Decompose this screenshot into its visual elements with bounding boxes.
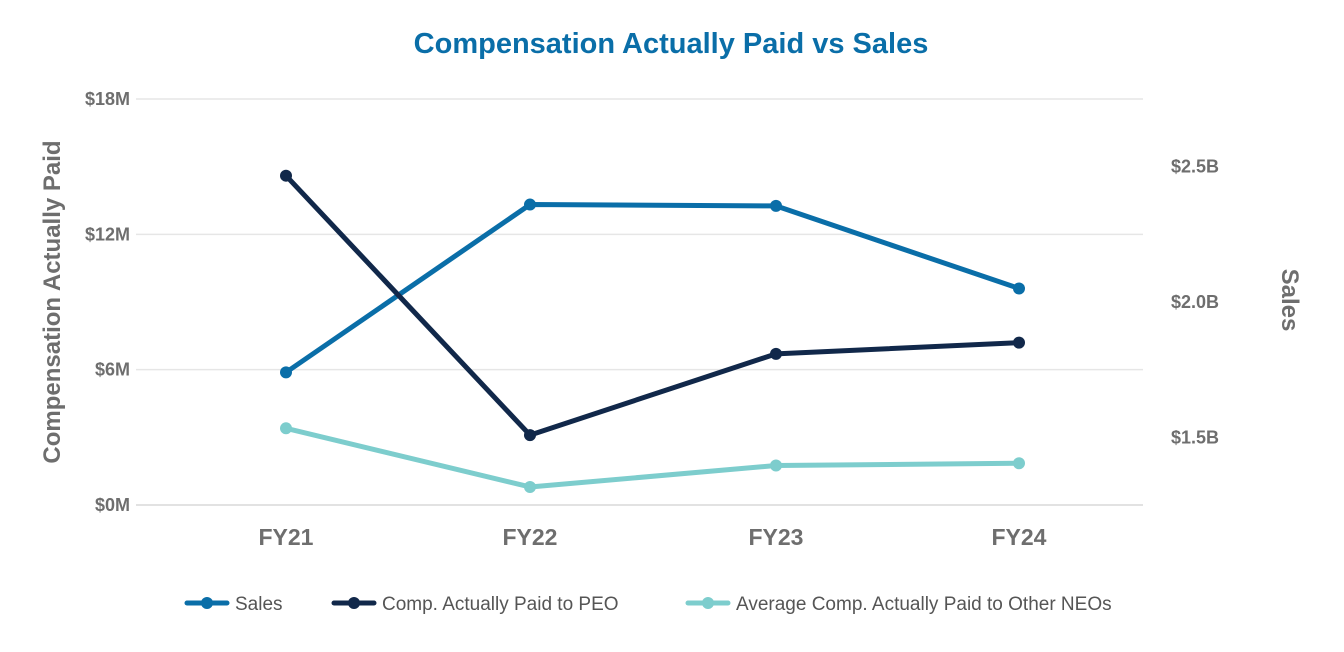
left-tick-label: $18M — [85, 89, 130, 109]
right-tick-label: $1.5B — [1171, 427, 1219, 447]
right-tick-label: $2.0B — [1171, 292, 1219, 312]
left-tick-label: $12M — [85, 224, 130, 244]
data-point — [524, 198, 536, 211]
data-point — [280, 366, 292, 379]
data-point — [280, 169, 292, 182]
data-point — [1013, 336, 1025, 349]
x-tick-label: FY21 — [259, 524, 314, 550]
data-point — [1013, 457, 1025, 470]
x-axis-ticks: FY21 FY22 FY23 FY24 — [259, 524, 1047, 550]
legend-label: Average Comp. Actually Paid to Other NEO… — [736, 594, 1112, 615]
left-tick-label: $6M — [95, 360, 130, 380]
chart-title: Compensation Actually Paid vs Sales — [414, 28, 929, 60]
data-point — [524, 429, 536, 442]
legend-label: Comp. Actually Paid to PEO — [382, 594, 619, 615]
series-line — [283, 173, 1022, 438]
x-tick-label: FY22 — [503, 524, 558, 550]
right-tick-label: $2.5B — [1171, 157, 1219, 177]
series-group — [280, 169, 1025, 493]
x-tick-label: FY24 — [992, 524, 1047, 550]
series-line — [283, 425, 1022, 490]
data-point — [524, 480, 536, 493]
left-axis-ticks: $0M $6M $12M $18M — [85, 89, 130, 515]
legend-marker — [348, 597, 360, 609]
series-average-comp-actually-paid-to-other-neos — [280, 422, 1025, 493]
left-axis-title: Compensation Actually Paid — [39, 140, 66, 463]
data-point — [770, 347, 782, 360]
legend-marker — [201, 597, 213, 609]
legend-label: Sales — [235, 594, 283, 615]
data-point — [770, 459, 782, 472]
data-point — [280, 422, 292, 435]
legend-marker — [702, 597, 714, 609]
series-comp-actually-paid-to-peo — [280, 169, 1025, 442]
left-tick-label: $0M — [95, 495, 130, 515]
right-axis-ticks: $1.5B $2.0B $2.5B — [1171, 157, 1219, 448]
legend-item: Average Comp. Actually Paid to Other NEO… — [685, 594, 1112, 615]
right-axis-title: Sales — [1276, 269, 1303, 332]
series-line — [283, 202, 1022, 375]
gridlines — [136, 98, 1143, 506]
legend-item: Comp. Actually Paid to PEO — [331, 594, 619, 615]
data-point — [1013, 282, 1025, 295]
series-sales — [280, 198, 1025, 379]
data-point — [770, 199, 782, 212]
x-tick-label: FY23 — [749, 524, 804, 550]
legend: Sales Comp. Actually Paid to PEO Average C… — [184, 594, 1112, 615]
legend-item: Sales — [184, 594, 283, 615]
